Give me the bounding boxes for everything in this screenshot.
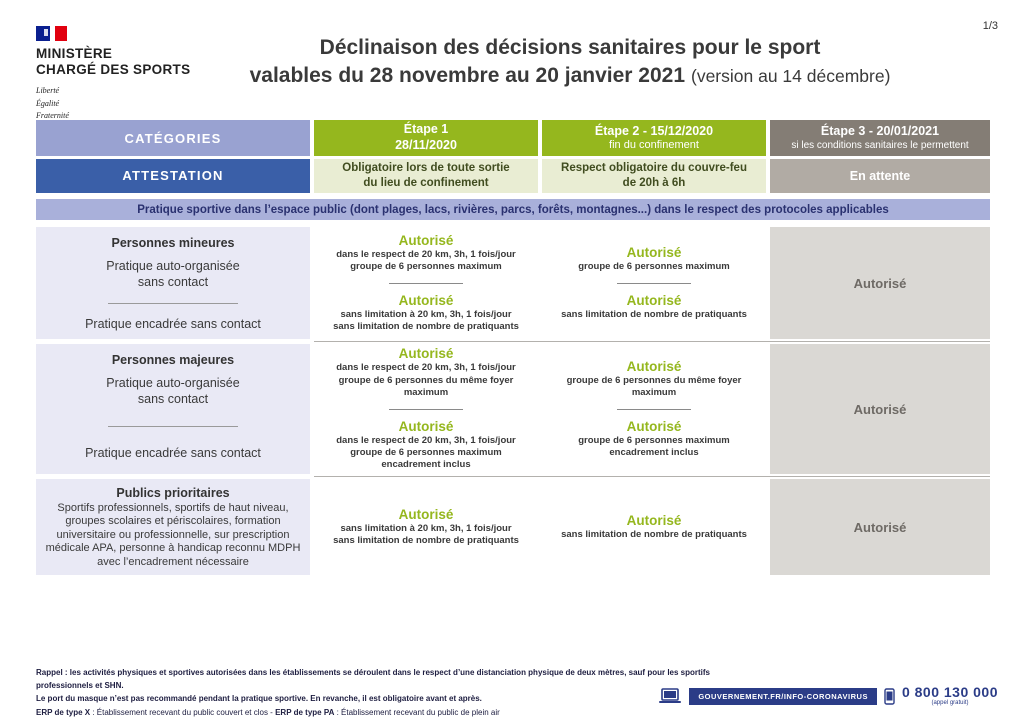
attestation-etape3: En attente	[770, 159, 990, 193]
french-flag-icon	[36, 26, 70, 41]
republic-motto: Liberté Égalité Fraternité	[36, 85, 69, 121]
footer-rappel: Rappel : les activités physiques et spor…	[36, 668, 710, 691]
phone-note: (appel gratuit)	[931, 700, 969, 706]
title-version: (version au 14 décembre)	[691, 66, 891, 87]
etape2-cell: Autorisé groupe de 6 personnes maximum A…	[561, 244, 747, 320]
header-etape1: Étape 1 28/11/2020	[314, 120, 538, 156]
phone-number: 0 800 130 000	[901, 684, 998, 700]
gov-link-badge[interactable]: GOUVERNEMENT.FR/INFO-CORONAVIRUS	[689, 687, 877, 705]
footer-masque: Le port du masque n’est pas recommandé p…	[36, 694, 482, 704]
table-row-personnes-majeures: Personnes majeures Pratique auto-organis…	[36, 344, 990, 474]
etape3-cell: Autorisé	[770, 344, 990, 474]
etape2-cell: Autorisé sans limitation de nombre de pr…	[561, 512, 747, 540]
attestation-etape2: Respect obligatoire du couvre-feu de 20h…	[542, 159, 766, 193]
etape3-cell: Autorisé	[770, 479, 990, 576]
attestation-etape1: Obligatoire lors de toute sortie du lieu…	[314, 159, 538, 193]
title-line2: valables du 28 novembre au 20 janvier 20…	[170, 61, 970, 90]
status-autorise: Autorisé	[626, 244, 682, 260]
status-autorise: Autorisé	[398, 232, 454, 248]
etape1-cell: Autorisé dans le respect de 20 km, 3h, 1…	[336, 346, 516, 471]
etape1-cell: Autorisé dans le respect de 20 km, 3h, 1…	[333, 232, 519, 333]
footer-notes: Rappel : les activités physiques et spor…	[36, 666, 756, 719]
divider	[108, 303, 238, 305]
status-autorise: Autorisé	[398, 506, 454, 522]
category-cell: Publics prioritaires Sportifs profession…	[36, 479, 310, 576]
category-cell: Personnes majeures Pratique auto-organis…	[36, 344, 310, 474]
table-row-publics-prioritaires: Publics prioritaires Sportifs profession…	[36, 479, 990, 576]
status-autorise: Autorisé	[398, 418, 454, 434]
category-title: Personnes majeures	[111, 353, 235, 367]
category-title: Personnes mineures	[111, 236, 235, 250]
status-autorise: Autorisé	[626, 418, 682, 434]
laptop-icon	[658, 688, 682, 704]
status-autorise: Autorisé	[626, 358, 682, 374]
divider	[389, 282, 463, 284]
category-cell: Personnes mineures Pratique auto-organis…	[36, 227, 310, 339]
row-separator	[314, 476, 990, 477]
header-categories: CATÉGORIES	[36, 120, 310, 156]
attestation-label: ATTESTATION	[36, 159, 310, 193]
divider	[617, 408, 691, 410]
ministry-logo: MINISTÈRE CHARGÉ DES SPORTS Liberté Égal…	[36, 26, 190, 123]
status-autorise: Autorisé	[626, 512, 682, 528]
header-etape2: Étape 2 - 15/12/2020 fin du confinement	[542, 120, 766, 156]
etape3-cell: Autorisé	[770, 227, 990, 339]
status-autorise: Autorisé	[398, 292, 454, 308]
title-line1: Déclinaison des décisions sanitaires pou…	[319, 36, 821, 59]
table-header-row: CATÉGORIES Étape 1 28/11/2020 Étape 2 - …	[36, 120, 990, 156]
page-number: 1/3	[982, 20, 998, 32]
etape1-cell: Autorisé sans limitation à 20 km, 3h, 1 …	[333, 506, 519, 547]
attestation-row: ATTESTATION Obligatoire lors de toute so…	[36, 159, 990, 193]
footer-erp: ERP de type X : Établissement recevant d…	[36, 707, 500, 717]
page-title: Déclinaison des décisions sanitaires pou…	[170, 34, 970, 91]
phone-block: 0 800 130 000 (appel gratuit)	[902, 685, 998, 707]
row-separator	[314, 341, 990, 342]
etape2-cell: Autorisé groupe de 6 personnes du même f…	[566, 358, 742, 459]
smartphone-icon	[884, 687, 895, 705]
footer-contact: GOUVERNEMENT.FR/INFO-CORONAVIRUS 0 800 1…	[658, 685, 998, 707]
header-etape3: Étape 3 - 20/01/2021 si les conditions s…	[770, 120, 990, 156]
divider	[108, 426, 238, 428]
divider	[617, 282, 691, 284]
public-space-banner: Pratique sportive dans l’espace public (…	[36, 199, 990, 220]
title-dates: valables du 28 novembre au 20 janvier 20…	[249, 64, 685, 88]
status-autorise: Autorisé	[626, 292, 682, 308]
table-row-personnes-mineures: Personnes mineures Pratique auto-organis…	[36, 227, 990, 339]
divider	[389, 408, 463, 410]
ministry-name-line1: MINISTÈRE	[36, 46, 113, 61]
category-title: Publics prioritaires	[116, 486, 230, 500]
status-autorise: Autorisé	[398, 346, 454, 362]
decisions-table: CATÉGORIES Étape 1 28/11/2020 Étape 2 - …	[36, 120, 990, 576]
ministry-name-line2: CHARGÉ DES SPORTS	[36, 61, 191, 77]
